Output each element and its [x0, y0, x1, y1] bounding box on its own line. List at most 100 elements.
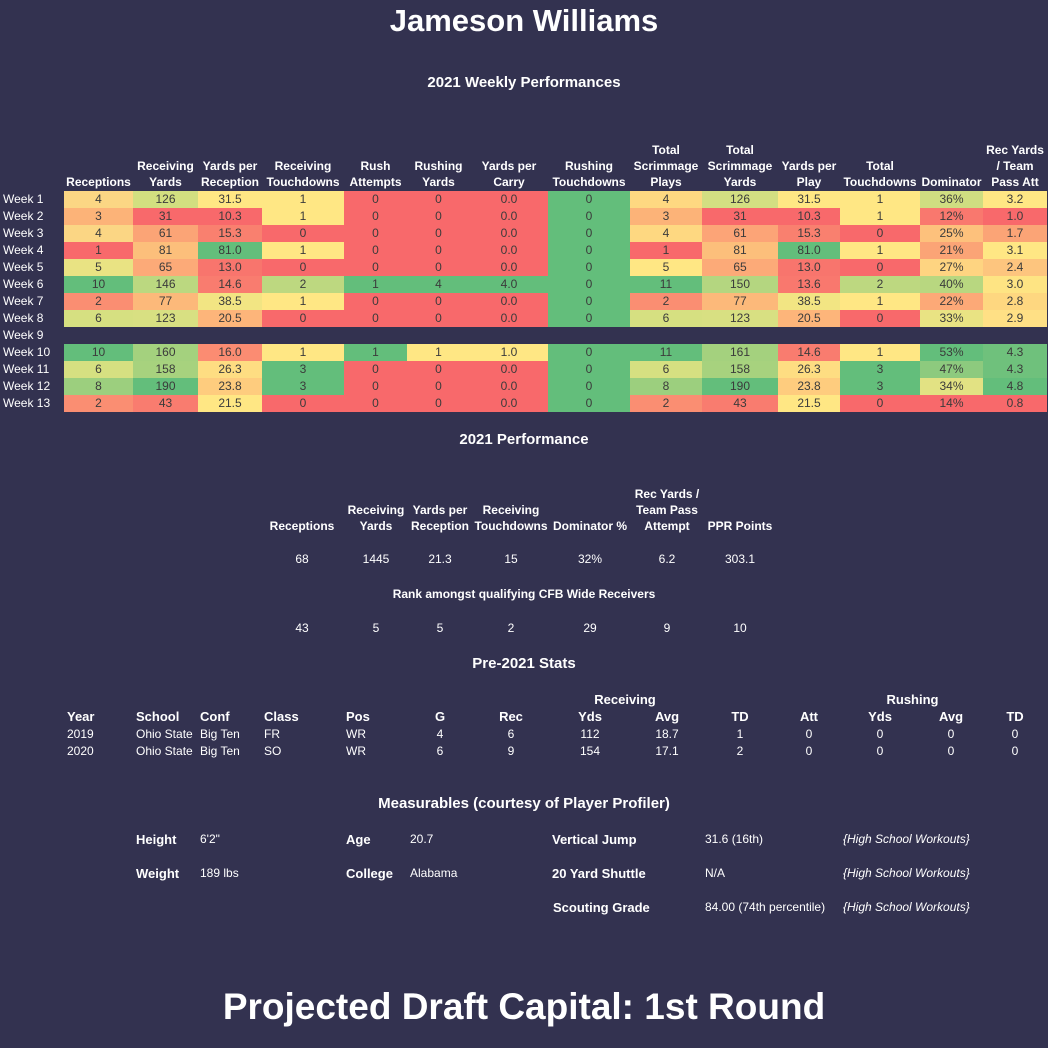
weekly-cell: 0.0 [470, 293, 548, 310]
header-line: Plays [650, 175, 682, 189]
college-value: Alabama [410, 866, 458, 880]
weekly-cell: 0 [548, 276, 630, 293]
weekly-cell: 20.5 [778, 310, 840, 327]
header-line: Receptions [66, 175, 131, 189]
weekly-cell: 0 [344, 395, 407, 412]
college-label: College [346, 866, 393, 881]
weekly-cell: 3.0 [983, 276, 1047, 293]
rushing-group-header: Rushing [886, 692, 939, 707]
shuttle-label: 20 Yard Shuttle [552, 866, 646, 881]
header-line: Carry [493, 175, 525, 189]
weekly-cell: 6 [64, 361, 133, 378]
pre2021-col-header: Conf [200, 709, 230, 724]
week-label: Week 8 [3, 311, 44, 325]
performance-col-header: Rec Yards / Team Pass Attempt [621, 484, 713, 534]
weekly-cell: 12% [920, 208, 983, 225]
pre2021-col-header: Att [799, 709, 819, 724]
weekly-cell [64, 327, 133, 344]
shuttle-note: {High School Workouts} [843, 866, 970, 880]
weekly-cell: 4 [64, 225, 133, 242]
weekly-cell: 0 [548, 395, 630, 412]
weekly-cell: 2 [840, 276, 920, 293]
weekly-cell: 1 [840, 191, 920, 208]
weekly-cell: 8 [630, 378, 702, 395]
header-line: Total [866, 159, 894, 173]
pre2021-cell: 6 [436, 744, 444, 758]
header-line: Yards [422, 175, 455, 189]
header-line: Yards per [202, 159, 258, 173]
pre2021-cell: 18.7 [655, 727, 679, 741]
pre2021-col-header: Yds [578, 709, 602, 724]
weekly-cell: 25% [920, 225, 983, 242]
weekly-cell: 0 [407, 361, 470, 378]
weekly-cell: 0 [548, 293, 630, 310]
header-line: Reception [200, 175, 259, 189]
weekly-cell: 0.0 [470, 310, 548, 327]
header-line: Yards per [781, 159, 837, 173]
pre2021-cell: Big Ten [200, 744, 240, 758]
weekly-cell: 0.0 [470, 191, 548, 208]
weekly-cell: 0 [840, 225, 920, 242]
weekly-cell: 43 [702, 395, 778, 412]
pre2021-cell: 4 [436, 727, 444, 741]
performance-col-header: Receiving Yards [330, 484, 422, 534]
weekly-cell: 6 [630, 361, 702, 378]
weekly-cell: 1 [630, 242, 702, 259]
weekly-cell: 10 [64, 276, 133, 293]
performance-value: 15 [504, 552, 518, 566]
rank-value: 2 [507, 621, 515, 635]
performance-value: 6.2 [658, 552, 676, 566]
pre2021-cell: 1 [736, 727, 744, 741]
weekly-col-header: Receiving Touchdowns [262, 130, 344, 190]
weekly-cell: 0 [840, 310, 920, 327]
pre2021-section-title: Pre-2021 Stats [472, 655, 576, 672]
weekly-cell: 0 [344, 361, 407, 378]
weekly-cell: 36% [920, 191, 983, 208]
weekly-cell: 23.8 [198, 378, 262, 395]
weekly-cell: 43 [133, 395, 198, 412]
weekly-cell: 34% [920, 378, 983, 395]
weekly-cell: 0.0 [470, 378, 548, 395]
performance-value: 68 [295, 552, 309, 566]
height-label: Height [136, 832, 177, 847]
weekly-cell: 1 [64, 242, 133, 259]
weekly-cell: 31 [133, 208, 198, 225]
weekly-cell: 13.0 [198, 259, 262, 276]
weekly-cell: 146 [133, 276, 198, 293]
weekly-cell: 2 [64, 293, 133, 310]
weekly-cell: 10.3 [198, 208, 262, 225]
pre2021-cell: FR [264, 727, 280, 741]
weekly-col-header: Rushing Touchdowns [548, 130, 630, 190]
weekly-cell [470, 327, 548, 344]
header-line: Receiving [482, 503, 540, 517]
weekly-cell: 77 [702, 293, 778, 310]
weekly-cell: 16.0 [198, 344, 262, 361]
pre2021-col-header: G [434, 709, 446, 724]
weekly-cell: 20.5 [198, 310, 262, 327]
weekly-cell: 0 [548, 310, 630, 327]
weekly-cell: 2.4 [983, 259, 1047, 276]
weekly-cell: 3 [630, 208, 702, 225]
weekly-col-header: Rec Yards / Team Pass Att [983, 130, 1047, 190]
rank-value: 5 [372, 621, 380, 635]
shuttle-value: N/A [705, 866, 726, 880]
scouting-grade-value: 84.00 (74th percentile) [705, 900, 826, 914]
performance-value: 21.3 [428, 552, 452, 566]
weekly-cell: 0 [344, 225, 407, 242]
pre2021-cell: WR [346, 744, 366, 758]
weekly-cell [262, 327, 344, 344]
pre2021-cell: 2 [736, 744, 744, 758]
weekly-cell: 21% [920, 242, 983, 259]
weekly-cell: 1 [262, 208, 344, 225]
weekly-cell: 1 [840, 208, 920, 225]
header-line: Touchdowns [843, 175, 917, 189]
weekly-cell: 1 [262, 242, 344, 259]
weekly-cell: 53% [920, 344, 983, 361]
projected-draft-capital: Projected Draft Capital: 1st Round [222, 986, 826, 1027]
rank-title: Rank amongst qualifying CFB Wide Receive… [392, 587, 656, 601]
weekly-cell: 4 [407, 276, 470, 293]
pre2021-cell: 0 [947, 744, 955, 758]
player-name: Jameson Williams [389, 3, 659, 38]
weekly-cell [920, 327, 983, 344]
performance-col-header: Receptions [256, 484, 348, 534]
